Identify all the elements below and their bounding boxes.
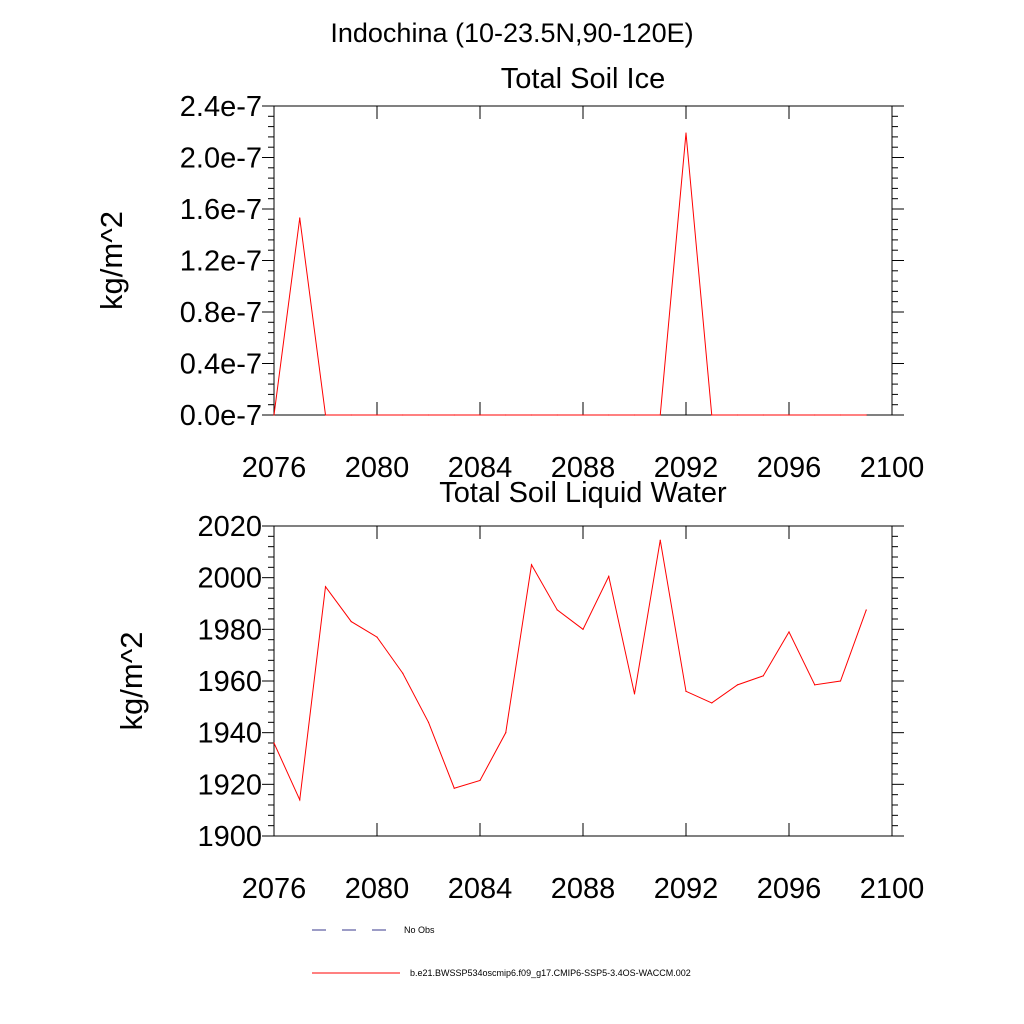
y-tick-label: 1960 (197, 666, 262, 698)
data-point (556, 609, 558, 611)
data-point (659, 414, 661, 416)
data-point (582, 414, 584, 416)
data-point (788, 631, 790, 633)
data-point (608, 414, 610, 416)
x-tick-label: 2100 (860, 873, 925, 905)
data-point (273, 414, 275, 416)
data-point (762, 414, 764, 416)
x-tick-label: 2096 (757, 452, 822, 484)
y-tick-label: 0.8e-7 (180, 297, 262, 329)
x-tick-label: 2084 (448, 452, 513, 484)
chart-title: Total Soil Ice (501, 63, 665, 95)
data-point (299, 217, 301, 219)
legend-label-no-obs: No Obs (404, 925, 435, 935)
x-tick-label: 2096 (757, 873, 822, 905)
data-point (788, 414, 790, 416)
data-point (453, 414, 455, 416)
y-tick-label: 2.4e-7 (180, 91, 262, 123)
data-point (402, 414, 404, 416)
x-tick-label: 2092 (654, 452, 719, 484)
series-line (273, 540, 867, 802)
data-point (814, 684, 816, 686)
y-tick-label: 2000 (197, 563, 262, 595)
x-tick-label: 2088 (551, 452, 616, 484)
data-point (865, 609, 867, 611)
data-point (505, 732, 507, 734)
data-point (711, 414, 713, 416)
data-point (273, 742, 275, 744)
plot-frame (273, 525, 893, 837)
panel-total-soil-ice: Total Soil Ice kg/m^2 2076 2080 2084 2088 2092… (94, 63, 924, 484)
data-point (376, 414, 378, 416)
data-point (479, 414, 481, 416)
data-point (762, 675, 764, 677)
x-tick-label: 2100 (860, 452, 925, 484)
y-tick-label: 1.2e-7 (180, 246, 262, 278)
data-point (299, 799, 301, 801)
series-line (273, 132, 867, 416)
data-point (427, 721, 430, 723)
data-point (814, 414, 816, 416)
data-point (633, 414, 636, 416)
data-point (839, 414, 842, 416)
data-point (324, 414, 327, 416)
data-point (376, 636, 378, 638)
y-tick-label: 1900 (197, 821, 262, 853)
data-point (505, 414, 507, 416)
data-point (530, 564, 533, 566)
data-point (479, 779, 481, 782)
y-tick-label: 1.6e-7 (180, 194, 262, 226)
data-point (659, 539, 661, 541)
plot-frame (273, 105, 893, 416)
data-point (685, 690, 687, 692)
chart-title: Total Soil Liquid Water (439, 477, 727, 509)
panel-total-soil-liquid-water: Total Soil Liquid Water kg/m^2 2076 2080 208… (114, 477, 924, 905)
x-tick-label: 2076 (242, 452, 307, 484)
figure-title: Indochina (10-23.5N,90-120E) (330, 18, 693, 48)
data-point (865, 414, 867, 416)
legend: No Obs b.e21.BWSSP534oscmip6.f09_g17.CMI… (312, 925, 691, 978)
y-tick-label: 2020 (197, 511, 262, 543)
x-tick-label: 2084 (448, 873, 513, 905)
y-tick-label: 0.0e-7 (180, 400, 262, 432)
data-point (453, 787, 455, 789)
data-point (324, 586, 327, 588)
x-tick-label: 2080 (345, 873, 410, 905)
x-tick-label: 2080 (345, 452, 410, 484)
x-tick-label: 2088 (551, 873, 616, 905)
y-tick-label: 1980 (197, 614, 262, 646)
y-tick-label: 2.0e-7 (180, 143, 262, 175)
y-tick-label: 1940 (197, 718, 262, 750)
y-tick-label: 0.4e-7 (180, 349, 262, 381)
x-tick-label: 2092 (654, 873, 719, 905)
data-point (582, 628, 584, 630)
data-point (350, 620, 352, 623)
data-point (736, 684, 739, 686)
data-point (685, 132, 687, 134)
data-point (402, 672, 404, 674)
y-axis-label: kg/m^2 (94, 211, 129, 310)
x-tick-label: 2076 (242, 873, 307, 905)
y-axis-label: kg/m^2 (114, 632, 149, 731)
data-point (711, 702, 713, 704)
data-point (530, 414, 533, 416)
data-point (633, 693, 636, 695)
data-point (427, 414, 430, 416)
data-point (736, 414, 739, 416)
data-point (556, 414, 558, 416)
data-point (350, 414, 352, 416)
legend-label-model-run: b.e21.BWSSP534oscmip6.f09_g17.CMIP6-SSP5… (410, 968, 691, 978)
data-point (839, 680, 842, 682)
data-point (608, 575, 610, 577)
y-tick-label: 1920 (197, 769, 262, 801)
